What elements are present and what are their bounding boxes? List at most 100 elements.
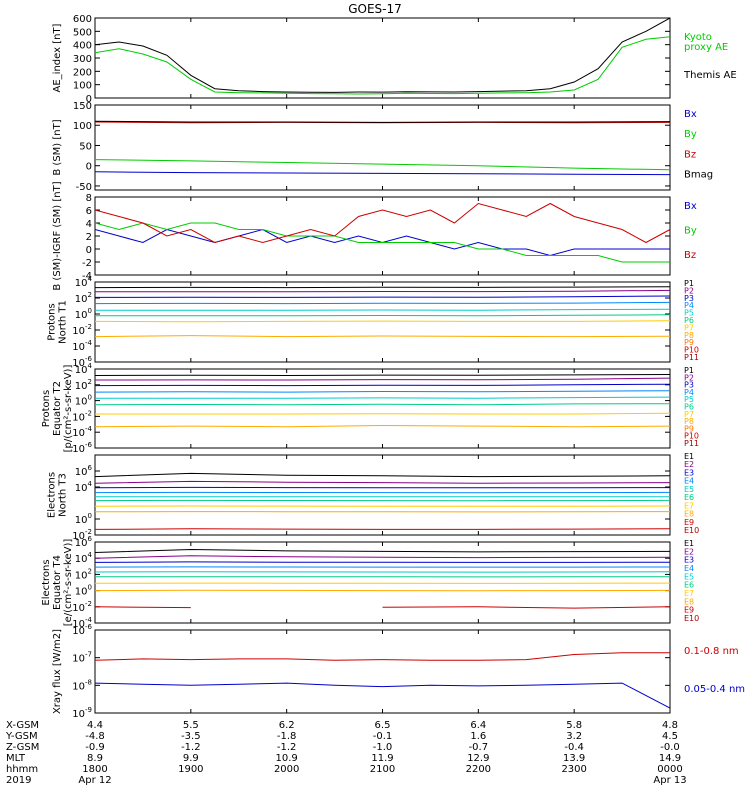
y-axis-label: [e/(cm²-s-sr-keV)] xyxy=(63,539,74,627)
time-axis-value: 11.9 xyxy=(371,753,393,764)
legend-item: Bx xyxy=(684,201,697,212)
legend-item: E10 xyxy=(684,526,699,535)
legend-item: E3 xyxy=(684,468,694,477)
time-axis-value: -0.9 xyxy=(85,742,105,753)
y-tick-label: 10-7 xyxy=(72,651,92,665)
time-axis-value: Apr 13 xyxy=(653,775,686,786)
y-axis-label: North T3 xyxy=(58,473,69,517)
time-axis-row-label: Z-GSM xyxy=(6,742,39,753)
legend-item: proxy AE xyxy=(684,42,728,53)
legend-item: P11 xyxy=(684,353,699,362)
time-axis-value: -0.4 xyxy=(564,742,584,753)
legend-item: P8 xyxy=(684,417,694,426)
legend-item: E9 xyxy=(684,518,694,527)
legend-item: P9 xyxy=(684,424,694,433)
series-line-kyoto-proxy-ae xyxy=(95,36,670,95)
series-line-by xyxy=(95,222,670,263)
series-line-p2 xyxy=(95,377,670,381)
y-tick-label: 100 xyxy=(75,512,92,526)
series-line-p8 xyxy=(95,335,670,338)
y-tick-label: 102 xyxy=(75,291,92,305)
y-axis-label: Protons xyxy=(47,303,58,340)
legend-item: E9 xyxy=(684,606,694,615)
legend: 0.1-0.8 nm 0.05-0.4 nm xyxy=(684,646,745,695)
series-line-bz xyxy=(95,202,670,244)
legend-item: E6 xyxy=(684,493,694,502)
time-axis-value: 1900 xyxy=(178,764,203,775)
legend-item: 0.1-0.8 nm xyxy=(684,646,739,657)
legend-item: P8 xyxy=(684,331,694,340)
time-axis-value: -0.0 xyxy=(660,742,680,753)
time-axis-value: 1800 xyxy=(82,764,107,775)
y-axis-label: B (SM) [nT] xyxy=(52,119,63,175)
legend-item: E5 xyxy=(684,485,694,494)
series-line-p3 xyxy=(95,295,670,298)
series-group xyxy=(95,18,670,95)
time-axis-value: -1.8 xyxy=(277,731,297,742)
y-tick-label: 0 xyxy=(86,245,92,256)
legend-item: Kyoto xyxy=(684,32,712,43)
series-group xyxy=(95,652,670,709)
time-axis-value: -1.2 xyxy=(181,742,201,753)
y-tick-label: 100 xyxy=(75,584,92,598)
time-axis-value: 6.4 xyxy=(470,720,486,731)
time-axis-value: 10.9 xyxy=(276,753,298,764)
time-axis-value: 6.5 xyxy=(375,720,391,731)
legend-item: E7 xyxy=(684,589,694,598)
y-tick-label: 6 xyxy=(86,206,92,217)
y-axis-label: B (SM)-IGRF (SM) [nT] xyxy=(52,181,63,290)
panel-frame xyxy=(94,541,671,624)
time-axis-value: 2000 xyxy=(274,764,299,775)
legend-item: E6 xyxy=(684,581,694,590)
time-axis-row-label: 2019 xyxy=(6,775,31,786)
time-axis-row-label: hhmm xyxy=(6,764,38,775)
legend-item: P6 xyxy=(684,316,694,325)
series-line-p1 xyxy=(95,374,670,377)
legend-item: E1 xyxy=(684,539,694,548)
legend-item: P1 xyxy=(684,366,694,375)
y-tick-label: 106 xyxy=(75,535,93,549)
time-axis-value: 5.8 xyxy=(566,720,582,731)
time-axis-row-label: X-GSM xyxy=(6,720,39,731)
series-group xyxy=(95,548,670,609)
time-axis-value: 0000 xyxy=(657,764,682,775)
time-axis: X-GSM 4.4 5.5 6.2 6.5 6.4 5.8 4.8Y-GSM -4.8 -3.5-… xyxy=(5,720,687,786)
y-axis-label: North T1 xyxy=(58,300,69,344)
series-group xyxy=(95,472,670,530)
legend: Bx By Bz xyxy=(684,201,697,261)
series-group xyxy=(95,202,670,263)
y-axis-label: Equator T4 xyxy=(52,555,63,610)
y-tick-label: 4 xyxy=(86,219,92,230)
y-tick-label: 10-6 xyxy=(72,623,92,637)
series-group xyxy=(95,286,670,338)
series-line-p6 xyxy=(95,314,670,317)
legend-item: Bz xyxy=(684,149,696,160)
legend-item: 0.05-0.4 nm xyxy=(684,684,745,695)
time-axis-value: 2100 xyxy=(370,764,395,775)
legend-item: P2 xyxy=(684,286,694,295)
y-tick-label: 104 xyxy=(75,275,93,289)
y-tick-label: 102 xyxy=(75,567,92,581)
series-line-e2 xyxy=(95,555,670,559)
legend-item: E5 xyxy=(684,572,694,581)
time-axis-value: -0.7 xyxy=(469,742,489,753)
series-group xyxy=(95,120,670,176)
series-line-0-05-0-4-nm xyxy=(95,682,670,709)
legend-item: P4 xyxy=(684,301,694,310)
panel-protons_equator: 10-6 10-4 10-2100 102 104 Protons Equator T2 [p… xyxy=(41,362,699,455)
series-line-e1 xyxy=(95,548,670,553)
time-axis-value: 6.2 xyxy=(279,720,295,731)
y-axis-label: Protons xyxy=(41,390,52,427)
time-axis-value: 2200 xyxy=(466,764,491,775)
y-tick-label: 10-2 xyxy=(72,323,92,337)
y-tick-label: 10-4 xyxy=(72,339,92,353)
y-axis-label: [p/(cm²-s-sr-keV)] xyxy=(63,365,74,453)
